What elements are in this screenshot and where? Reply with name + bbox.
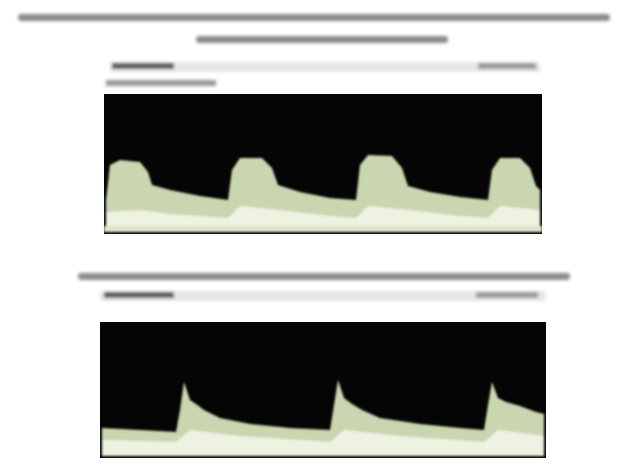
figure [0, 0, 628, 471]
page [0, 0, 628, 471]
doppler-panel [100, 322, 546, 458]
doppler-panel [104, 94, 542, 234]
